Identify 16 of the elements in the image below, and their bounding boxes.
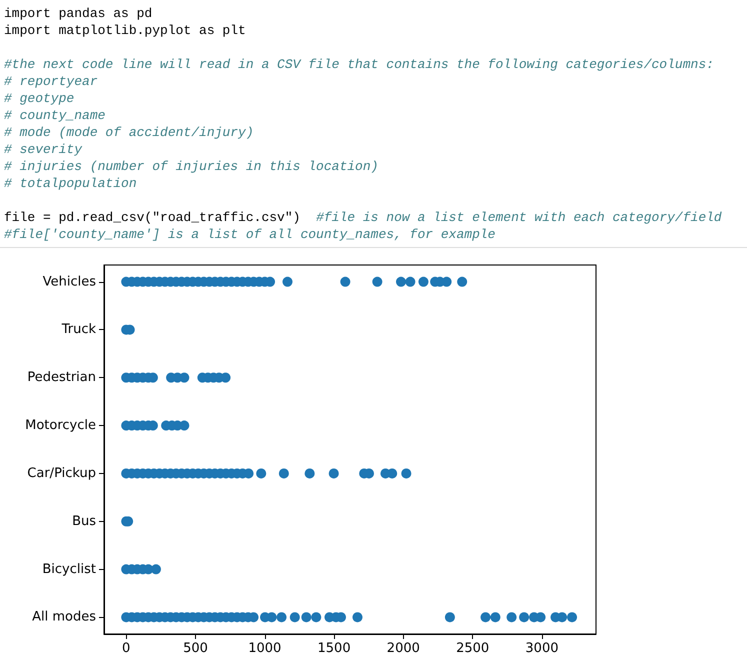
y-tick-label: Truck bbox=[60, 322, 96, 338]
x-tick-label: 1500 bbox=[318, 641, 351, 656]
y-tick-label: All modes bbox=[32, 610, 96, 625]
x-tick-label: 3000 bbox=[525, 641, 558, 656]
y-tick-label: Bus bbox=[72, 514, 96, 529]
x-tick-label: 500 bbox=[183, 641, 208, 656]
x-tick-label: 1000 bbox=[248, 641, 282, 656]
y-tick-label: Motorcycle bbox=[25, 418, 96, 434]
x-tick-label: 2500 bbox=[456, 641, 490, 656]
y-tick-label: Pedestrian bbox=[27, 370, 96, 386]
text: import pandas as pd import matplotlib.pyplot as plt #the next code line will read in a CSV file that contains the following categories/columns: # reportyear # geotype # county_name # mode (mode of accident/injury) # severity # injuries (number of injuries in this location) # totalpopulation file = pd.read_csv("road_traffic.csv") #file is now a list element with each category/field #file['county_name'] is a list of all county_names, for example bbox=[4, 6, 722, 242]
y-tick-label: Car/Pickup bbox=[27, 466, 96, 481]
y-tick-label: Bicyclist bbox=[42, 562, 96, 577]
x-tick-label: 0 bbox=[122, 641, 130, 656]
x-tick-label: 2000 bbox=[386, 641, 420, 656]
y-tick-label: Vehicles bbox=[42, 274, 96, 290]
